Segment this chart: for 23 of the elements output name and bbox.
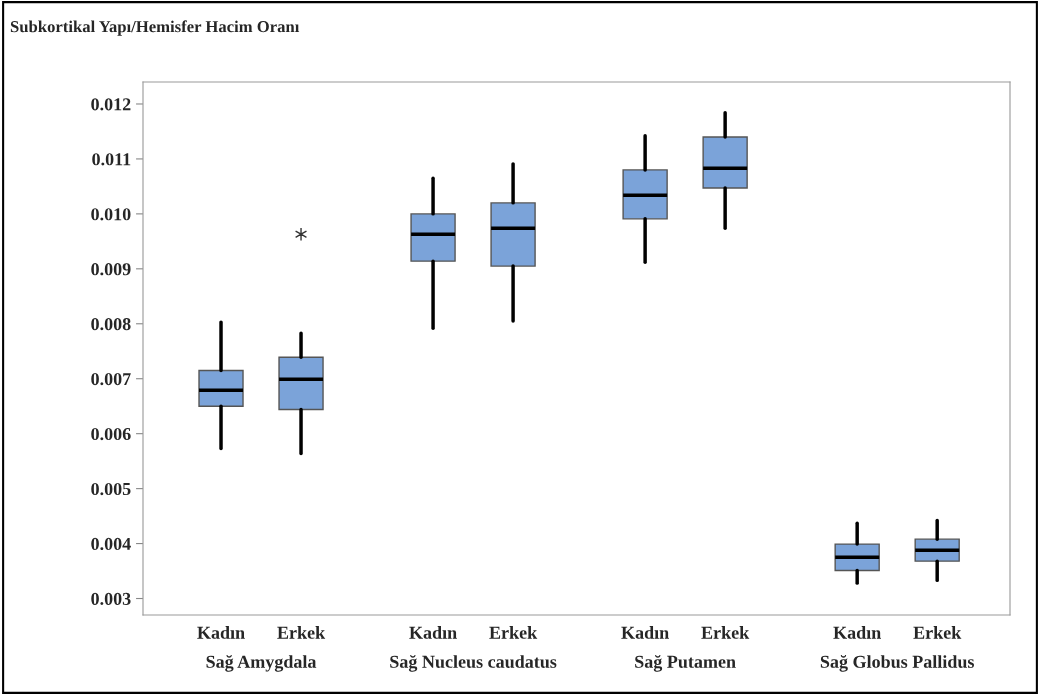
text: Sağ Globus Pallidus (820, 654, 974, 672)
x-tick-label: Kadın (833, 626, 881, 639)
y-tick-label: 0.012 (91, 98, 131, 111)
y-tick-label: 0.011 (92, 153, 131, 166)
y-tick-label: 0.005 (91, 482, 131, 496)
x-tick-label: Erkek (913, 626, 962, 639)
y-tick-label: 0.008 (91, 318, 131, 331)
chart-title: Subkortikal Yapı/Hemisfer Hacim Oranı (10, 20, 300, 36)
x-tick-label: Kadın (621, 626, 669, 639)
y-tick-label: 0.004 (91, 537, 131, 551)
x-tick-label: Erkek (489, 626, 538, 639)
x-tick-label: Erkek (277, 626, 326, 639)
x-tick-label: Kadın (409, 626, 457, 639)
y-tick-label: 0.006 (91, 427, 131, 441)
text: Sağ Amygdala (206, 654, 317, 672)
y-tick-label: 0.010 (91, 208, 131, 221)
x-tick-label: Kadın (197, 626, 245, 639)
y-tick-label: 0.003 (91, 592, 131, 606)
y-tick-label: 0.009 (91, 263, 131, 276)
x-tick-label: Erkek (701, 626, 750, 639)
text: Sağ Putamen (635, 654, 736, 672)
text: Sağ Nucleus caudatus (390, 654, 557, 672)
y-tick-label: 0.007 (91, 372, 131, 386)
